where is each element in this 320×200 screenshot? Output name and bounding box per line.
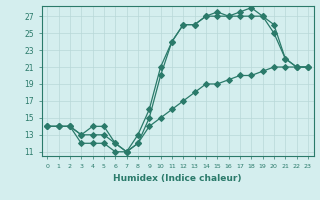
X-axis label: Humidex (Indice chaleur): Humidex (Indice chaleur) bbox=[113, 174, 242, 183]
